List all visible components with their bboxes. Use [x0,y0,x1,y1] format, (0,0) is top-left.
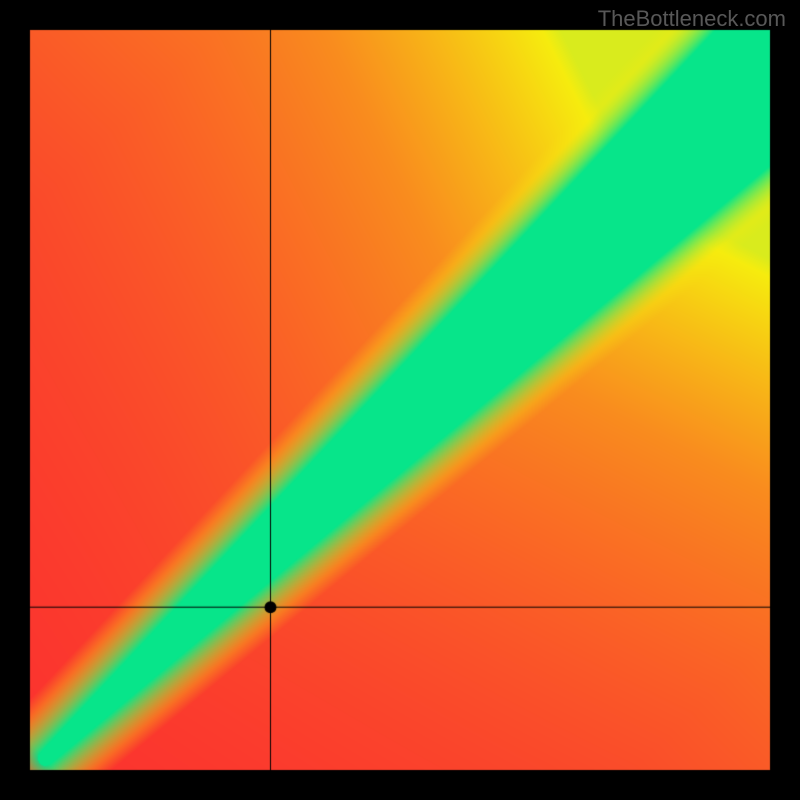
heatmap-canvas [0,0,800,800]
watermark-text: TheBottleneck.com [598,6,786,32]
chart-container: TheBottleneck.com [0,0,800,800]
